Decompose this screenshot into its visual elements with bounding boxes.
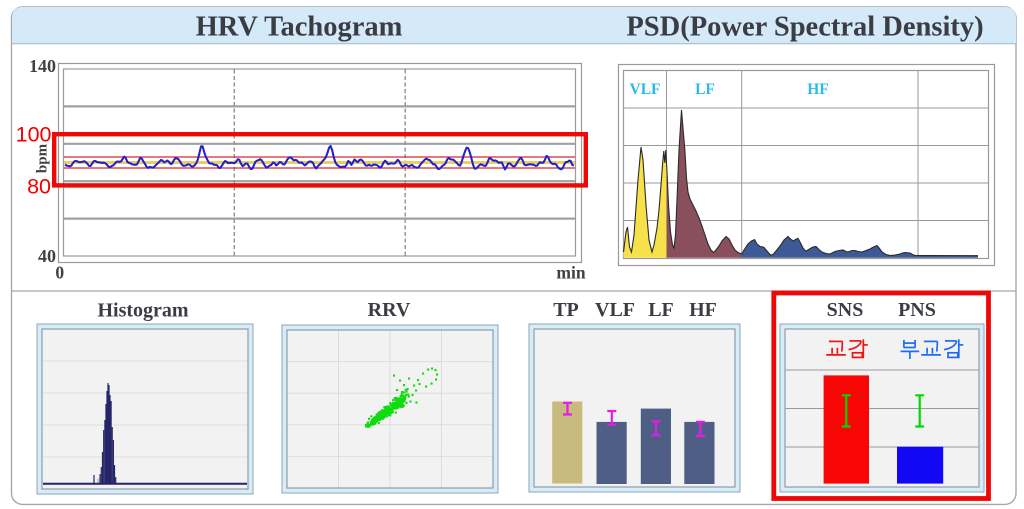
svg-text:100: 100 xyxy=(16,123,52,147)
svg-text:40: 40 xyxy=(38,246,56,266)
svg-text:Histogram: Histogram xyxy=(97,300,188,322)
svg-text:PSD(Power Spectral Density): PSD(Power Spectral Density) xyxy=(626,12,983,43)
svg-text:min: min xyxy=(556,262,585,282)
svg-text:VLF: VLF xyxy=(630,81,661,98)
svg-text:HF: HF xyxy=(807,81,829,98)
svg-text:HF: HF xyxy=(689,299,717,321)
svg-text:140: 140 xyxy=(29,56,56,76)
svg-text:TP: TP xyxy=(553,299,579,321)
svg-text:LF: LF xyxy=(695,81,715,98)
svg-text:HRV Tachogram: HRV Tachogram xyxy=(196,12,403,43)
svg-text:80: 80 xyxy=(27,174,51,198)
svg-text:PNS: PNS xyxy=(898,299,936,321)
svg-text:LF: LF xyxy=(648,299,674,321)
svg-text:bpm: bpm xyxy=(35,143,51,173)
svg-text:SNS: SNS xyxy=(827,299,864,321)
svg-text:RRV: RRV xyxy=(368,299,411,321)
svg-text:VLF: VLF xyxy=(595,299,635,321)
svg-text:0: 0 xyxy=(55,262,64,282)
